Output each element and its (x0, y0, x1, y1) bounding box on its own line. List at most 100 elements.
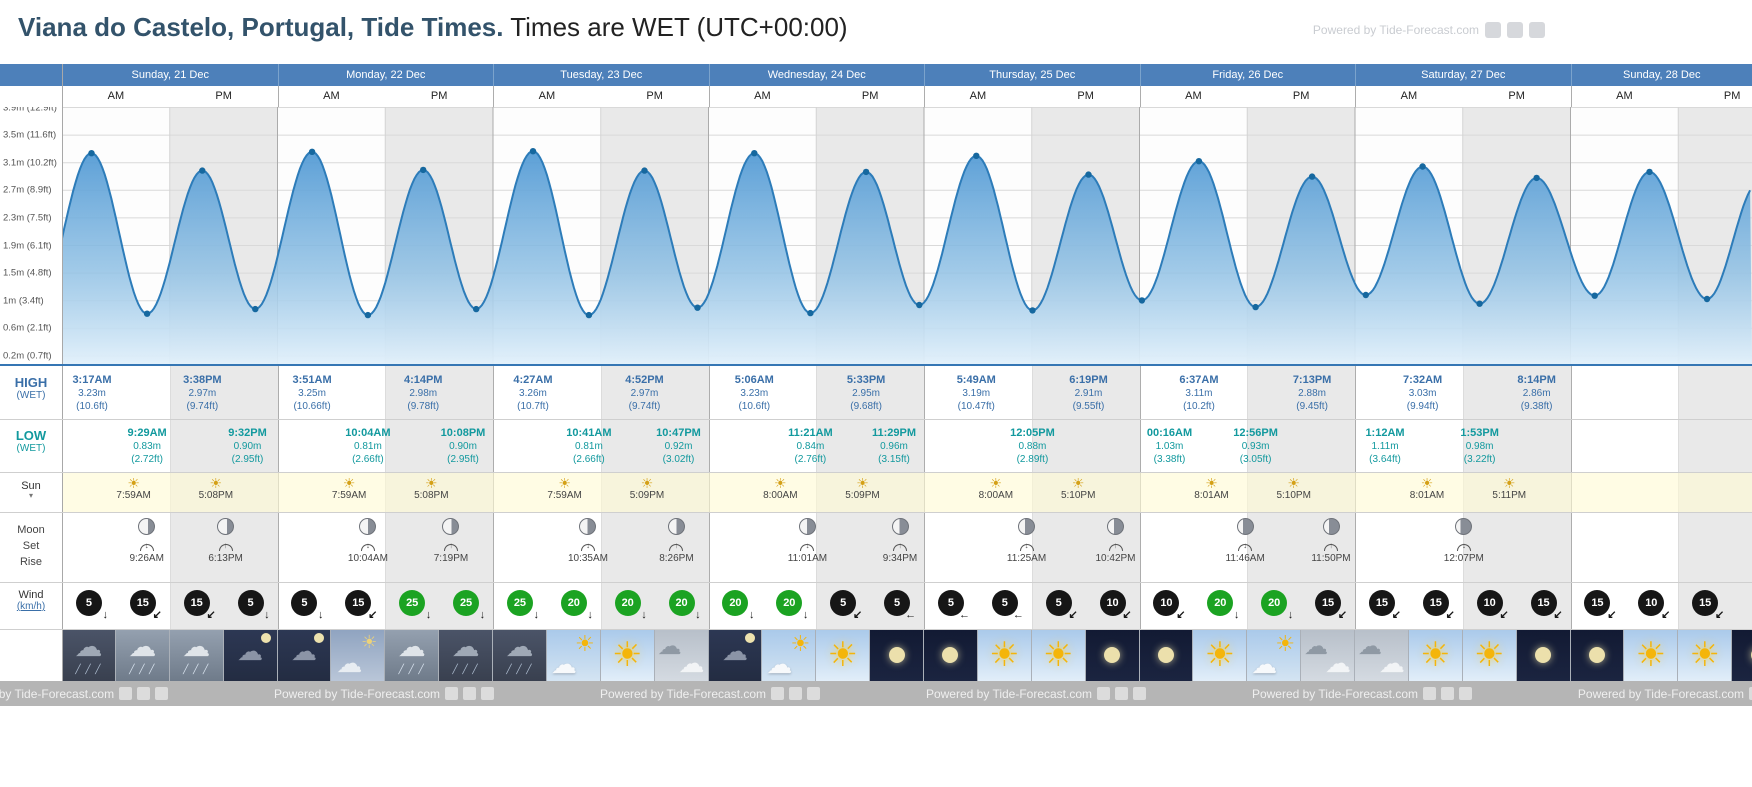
sunset-item: ☀ 5:09PM (845, 478, 879, 501)
sunrise-icon: ☀ (987, 478, 1005, 488)
sunset-time: 5:10PM (1060, 490, 1096, 501)
tide-height-m: 2.97m (630, 388, 659, 400)
tide-time: 7:32AM (1403, 374, 1443, 386)
pm-label: PM (1508, 90, 1525, 102)
tide-time: 3:17AM (72, 374, 112, 386)
tide-time: 3:38PM (183, 374, 222, 386)
tide-height-m: 0.88m (1018, 441, 1047, 453)
moon-rise-item: 10:42PM (1094, 518, 1138, 564)
weather-icon-night-rain (62, 629, 116, 681)
chevron-down-icon[interactable]: ▾ (28, 491, 33, 500)
wind-row: 5 ↓ 15 ↙ 15 ↙ 5 ↓ 5 ↓ 15 ↙ 25 ↓ 25 ↓ 25 ↓ 20 ↓ 20 ↓ 20 ↓ 20 ↓ 20 ↓ 5… (0, 582, 1752, 629)
tide-time: 12:05PM (1010, 427, 1055, 439)
chart-bottom-axis-line (0, 364, 1752, 366)
tide-height-m: 2.91m (1074, 388, 1103, 400)
footer-camera-icon[interactable] (1115, 687, 1129, 700)
y-axis-labels: 3.9m (12.9ft) 3.5m (11.6ft) 3.1m (10.2ft) 2… (0, 107, 62, 366)
footer-powered-by-link[interactable]: Powered by Tide-Forecast.com (0, 686, 115, 701)
wind-speed: 15 (1375, 597, 1389, 609)
wind-direction-arrow-icon: ↓ (425, 609, 432, 621)
day-header-cell: Saturday, 27 Dec (1355, 64, 1571, 86)
wind-speed: 5 (840, 597, 847, 609)
footer-camera-icon[interactable] (789, 687, 803, 700)
wind-direction-arrow-icon: ↙ (1499, 609, 1509, 621)
day-divider (924, 86, 925, 681)
sun-glyph: ☀ (989, 478, 1003, 488)
footer-camera-icon[interactable] (463, 687, 477, 700)
wind-badge: 25 ↓ (399, 590, 431, 621)
social-icon[interactable] (1529, 22, 1545, 38)
weather-icon-clear-night (1085, 629, 1140, 681)
tide-extreme-dot (862, 168, 870, 176)
sunset-icon: ☀ (422, 478, 440, 488)
pm-label: PM (215, 90, 232, 102)
am-label: AM (1616, 90, 1633, 102)
wind-direction-arrow-icon: ↓ (533, 609, 539, 621)
half-day-divider (1678, 107, 1680, 629)
wind-direction-arrow-icon: ↙ (1122, 609, 1132, 621)
moon-set-icon (139, 544, 154, 551)
y-axis-label: 0.2m (0.7ft) (3, 350, 52, 362)
moon-phase-icon (1107, 518, 1124, 535)
wind-direction-arrow-icon: ↙ (1068, 609, 1078, 621)
sunset-item: ☀ 5:08PM (199, 478, 233, 501)
header-powered-by: Powered by Tide-Forecast.com (1313, 22, 1545, 38)
footer-social-icon[interactable] (1133, 687, 1147, 700)
row-label-wind: Wind (km/h) (0, 582, 62, 629)
wind-direction-arrow-icon: ↙ (1391, 609, 1401, 621)
share-icon[interactable] (1485, 22, 1501, 38)
tide-extreme-dot (1362, 291, 1370, 299)
footer-social-icon[interactable] (481, 687, 495, 700)
row-label-low-text: LOW (15, 428, 47, 443)
tide-chart (62, 107, 1752, 366)
wind-direction-arrow-icon: ↓ (587, 609, 593, 621)
wind-badge: 15 ↙ (1422, 590, 1455, 621)
footer-powered-by-link[interactable]: Powered by Tide-Forecast.com (273, 686, 441, 701)
footer-share-icon[interactable] (119, 687, 133, 700)
tide-height-m: 2.86m (1522, 388, 1551, 400)
moon-rise-time: 7:19PM (433, 553, 469, 564)
footer-social-icon[interactable] (1459, 687, 1473, 700)
am-label: AM (754, 90, 771, 102)
footer-powered-by-group: Powered by Tide-Forecast.com (1578, 687, 1752, 701)
wind-unit-link[interactable]: (km/h) (16, 601, 46, 612)
sunrise-time: 7:59AM (116, 490, 151, 501)
footer-powered-by-link[interactable]: Powered by Tide-Forecast.com (925, 686, 1093, 701)
moon-phase-icon (138, 518, 156, 535)
tide-height-ft: (9.74ft) (186, 401, 219, 413)
footer-camera-icon[interactable] (1441, 687, 1455, 700)
page-title-location: Viana do Castelo, Portugal, Tide Times. (18, 12, 504, 42)
footer-share-icon[interactable] (1097, 687, 1111, 700)
footer-social-icon[interactable] (807, 687, 821, 700)
tide-height-ft: (2.89ft) (1016, 454, 1049, 466)
footer-powered-by-link[interactable]: Powered by Tide-Forecast.com (1577, 686, 1744, 701)
tide-time: 6:19PM (1069, 374, 1108, 386)
weather-icon-clear-night (1732, 629, 1752, 681)
y-axis-label: 1.9m (6.1ft) (3, 240, 52, 251)
powered-by-link[interactable]: Powered by Tide-Forecast.com (1312, 23, 1479, 37)
wind-direction-arrow-icon: ↓ (264, 609, 270, 621)
low-tide-entry: 12:56PM 0.93m (3.05ft) (1233, 426, 1278, 466)
tide-height-ft: (9.78ft) (407, 401, 440, 413)
footer-camera-icon[interactable] (137, 687, 151, 700)
tide-time: 7:13PM (1292, 374, 1332, 386)
wind-speed: 15 (190, 597, 203, 609)
day-divider (277, 86, 279, 681)
tide-height-ft: (2.95ft) (447, 454, 479, 466)
wind-direction-arrow-icon: ← (905, 609, 917, 621)
high-tide-entry: 6:37AM 3.11m (10.2ft) (1179, 373, 1218, 413)
camera-icon[interactable] (1507, 22, 1523, 38)
footer-share-icon[interactable] (1749, 687, 1752, 700)
footer-share-icon[interactable] (771, 687, 785, 700)
tide-time: 9:32PM (228, 427, 267, 439)
footer-social-icon[interactable] (155, 687, 169, 700)
low-tide-row: 9:29AM 0.83m (2.72ft) 9:32PM 0.90m (2.95ft) 10… (0, 419, 1752, 472)
footer-share-icon[interactable] (445, 687, 459, 700)
footer-powered-by-link[interactable]: Powered by Tide-Forecast.com (599, 686, 767, 701)
wind-direction-arrow-icon: ← (958, 609, 970, 621)
footer-share-icon[interactable] (1423, 687, 1437, 700)
footer-powered-by-link[interactable]: Powered by Tide-Forecast.com (1251, 686, 1419, 701)
row-label-sun[interactable]: Sun ▾ (0, 472, 62, 512)
row-divider (0, 512, 1752, 513)
wind-direction-arrow-icon: ↙ (1714, 609, 1725, 621)
